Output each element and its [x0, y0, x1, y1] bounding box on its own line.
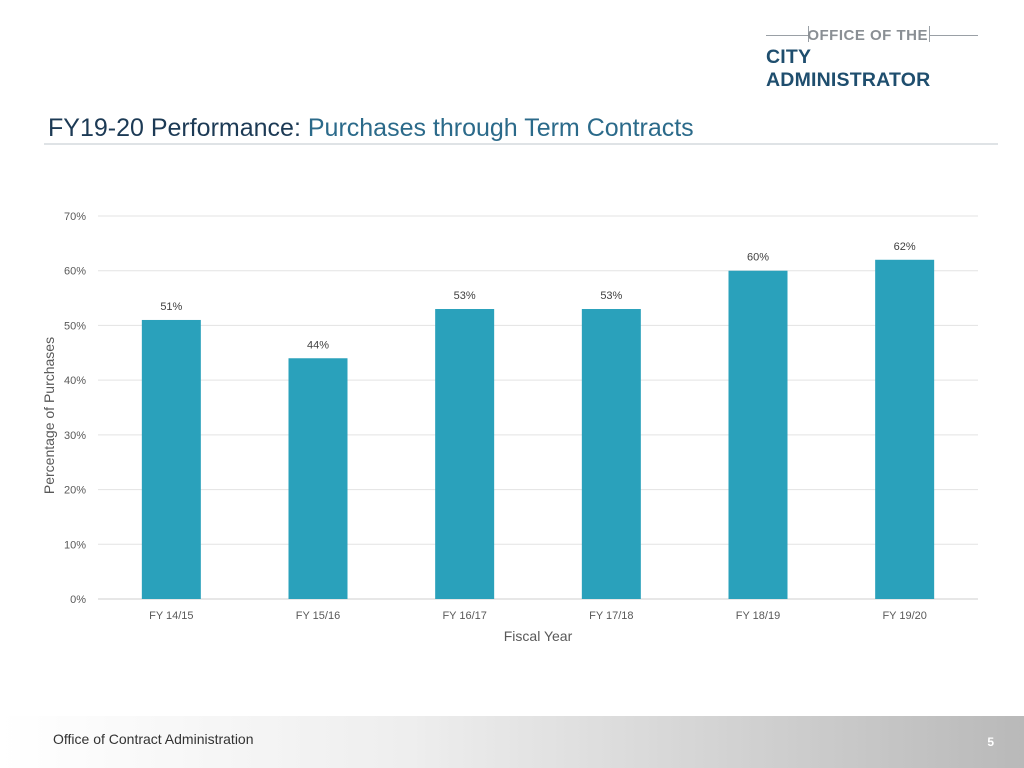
y-tick-label: 40% [64, 375, 86, 387]
x-tick-label: FY 17/18 [589, 610, 633, 622]
page-title: FY19-20 Performance: Purchases through T… [48, 114, 694, 143]
logo-bar-left [808, 26, 809, 42]
y-tick-label: 10% [64, 539, 86, 551]
y-tick-label: 20% [64, 485, 86, 497]
data-label: 51% [160, 301, 182, 313]
footer-bar: Office of Contract Administration 5 [0, 716, 1024, 768]
bar [875, 259, 935, 599]
footer-text: Office of Contract Administration [53, 731, 254, 747]
data-label: 44% [307, 339, 329, 351]
y-tick-label: 60% [64, 266, 86, 278]
x-tick-label: FY 18/19 [736, 610, 780, 622]
x-tick-label: FY 14/15 [149, 610, 193, 622]
title-rest: Purchases through Term Contracts [307, 114, 694, 142]
bar [141, 319, 201, 599]
data-label: 62% [894, 241, 916, 253]
title-divider [44, 143, 998, 145]
y-tick-label: 50% [64, 320, 86, 332]
logo-rule-left [766, 35, 808, 36]
x-axis-title: Fiscal Year [504, 628, 573, 644]
office-logo: OFFICE OF THE CITY ADMINISTRATOR [766, 24, 978, 91]
logo-top-text: OFFICE OF THE [807, 27, 928, 44]
bar [581, 309, 641, 599]
y-tick-label: 0% [70, 594, 86, 606]
bar-chart: 0% 10% 20% 30% 40% 50% 60% 70% 51% FY 14/15 44% FY … [41, 211, 978, 644]
logo-rule-right [930, 35, 978, 36]
x-tick-label: FY 19/20 [882, 610, 926, 622]
bar [728, 270, 788, 599]
data-label: 60% [747, 252, 769, 264]
x-tick-label: FY 15/16 [296, 610, 340, 622]
y-axis-title: Percentage of Purchases [41, 337, 57, 494]
x-tick-label: FY 16/17 [442, 610, 486, 622]
bar [288, 358, 348, 599]
data-label: 53% [600, 290, 622, 302]
title-bold: FY19-20 Performance: [48, 114, 301, 142]
bar [435, 309, 495, 599]
y-tick-label: 30% [64, 430, 86, 442]
logo-bottom-text: CITY ADMINISTRATOR [766, 46, 931, 91]
data-label: 53% [454, 290, 476, 302]
page-number: 5 [987, 735, 994, 749]
logo-bar-right [929, 26, 930, 42]
y-tick-label: 70% [64, 211, 86, 223]
